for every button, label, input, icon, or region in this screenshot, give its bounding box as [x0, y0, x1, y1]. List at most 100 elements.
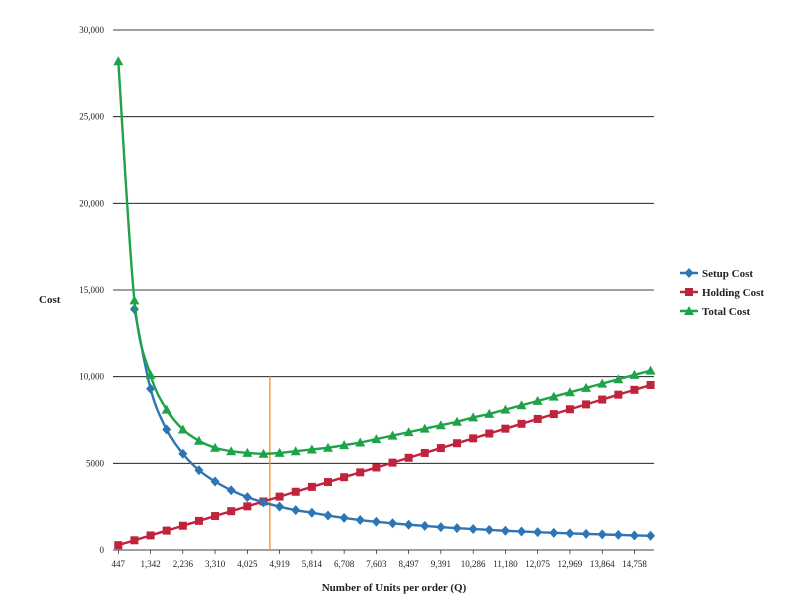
holding-cost-point [565, 405, 574, 414]
total-cost-point [193, 435, 204, 445]
setup-cost-point [371, 516, 381, 527]
holding-cost-point [323, 478, 332, 487]
holding-cost-point [307, 482, 316, 491]
holding-cost-point [211, 512, 220, 521]
holding-cost-point [291, 487, 300, 496]
total-cost-point [597, 378, 608, 388]
setup-cost-point [500, 525, 510, 536]
setup-cost-point [146, 383, 156, 394]
setup-cost-point [291, 505, 301, 516]
x-tick-label: 12,969 [558, 559, 583, 569]
y-tick-labels: 0 5000 10,000 15,000 20,000 25,000 30,000 [79, 25, 104, 555]
legend: Setup Cost Holding Cost Total Cost [680, 268, 764, 318]
setup-cost-point [275, 501, 285, 512]
total-cost-point [452, 416, 463, 426]
x-tick-label: 7,603 [366, 559, 387, 569]
y-tick-label: 10,000 [79, 372, 104, 382]
x-tick-labels: 447 1,342 2,236 3,310 4,025 4,919 5,814 6,708 7,… [112, 550, 647, 569]
total-cost-point [371, 434, 382, 444]
total-cost-point [435, 420, 446, 430]
holding-cost-point [420, 448, 429, 457]
y-tick-label: 0 [100, 545, 105, 555]
x-tick-label: 12,075 [525, 559, 550, 569]
total-cost-point [419, 423, 430, 433]
setup-cost-point [258, 497, 268, 508]
x-tick-label: 13,864 [590, 559, 615, 569]
x-tick-label: 3,310 [205, 559, 226, 569]
setup-cost-point [629, 530, 639, 541]
holding-cost-point [404, 453, 413, 462]
total-cost-point [226, 446, 237, 456]
x-tick-label: 6,708 [334, 559, 355, 569]
setup-cost-point [517, 526, 527, 537]
total-cost-point [290, 446, 301, 456]
total-cost-point [339, 440, 350, 450]
total-cost-point [548, 391, 559, 401]
setup-cost-point [323, 510, 333, 521]
setup-cost-point [388, 518, 398, 529]
holding-cost-point [178, 521, 187, 530]
total-cost-point [145, 369, 156, 379]
y-tick-label: 20,000 [79, 198, 104, 208]
setup-cost-point [452, 523, 462, 534]
holding-cost-point [130, 536, 139, 545]
holding-cost-point [114, 541, 123, 550]
legend-label-total-cost: Total Cost [702, 306, 751, 318]
legend-label-setup-cost: Setup Cost [702, 268, 753, 280]
setup-cost-point [178, 448, 188, 459]
setup-cost-point [533, 527, 543, 538]
setup-cost-point [242, 492, 252, 503]
setup-cost-point [355, 515, 365, 526]
x-tick-label: 447 [112, 559, 126, 569]
setup-cost-point [549, 527, 559, 538]
holding-cost-point [469, 434, 478, 443]
total-cost-point [629, 369, 640, 379]
total-cost-point [532, 395, 543, 405]
holding-cost-point [356, 468, 365, 477]
total-cost-point [564, 387, 575, 397]
total-cost-point [387, 430, 398, 440]
total-cost-point [484, 408, 495, 418]
x-tick-label: 10,286 [461, 559, 486, 569]
total-cost-point [306, 444, 317, 454]
holding-cost-point [388, 458, 397, 467]
total-cost-point [516, 400, 527, 410]
legend-marker-setup-cost [684, 268, 694, 278]
x-tick-label: 4,025 [237, 559, 258, 569]
x-tick-label: 5,814 [302, 559, 323, 569]
setup-cost-point [565, 528, 575, 539]
setup-cost-point [226, 485, 236, 496]
y-axis-title: Cost [39, 294, 61, 306]
total-cost-point [645, 365, 656, 375]
total-cost-point [581, 382, 592, 392]
setup-cost-point [597, 529, 607, 540]
x-tick-label: 8,497 [399, 559, 420, 569]
legend-marker-total-cost [684, 306, 694, 315]
x-axis-title: Number of Units per order (Q) [322, 582, 467, 594]
holding-cost-line [117, 383, 651, 547]
holding-cost-point [372, 463, 381, 472]
setup-cost-point [194, 465, 204, 476]
y-tick-label: 30,000 [79, 25, 104, 35]
holding-cost-point [549, 410, 558, 419]
holding-cost-point [275, 492, 284, 501]
setup-cost-point [210, 476, 220, 487]
x-tick-label: 11,180 [493, 559, 518, 569]
setup-cost-point [404, 519, 414, 530]
x-tick-label: 4,919 [269, 559, 290, 569]
holding-cost-point [146, 531, 155, 540]
gridlines [113, 29, 654, 551]
setup-cost-point [646, 530, 656, 541]
setup-cost-point [162, 424, 172, 435]
total-cost-point [613, 374, 624, 384]
y-tick-label: 25,000 [79, 112, 104, 122]
total-cost-point [403, 427, 414, 437]
legend-marker-holding-cost [685, 288, 693, 296]
setup-cost-point [436, 522, 446, 533]
holding-cost-point [582, 400, 591, 409]
holding-cost-point [614, 390, 623, 399]
holding-cost-point [340, 473, 349, 482]
total-cost-point [500, 404, 511, 414]
holding-cost-point [517, 419, 526, 428]
total-cost-point [161, 404, 172, 414]
